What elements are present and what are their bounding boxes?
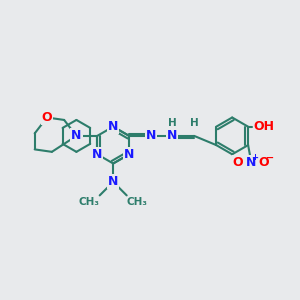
Text: −: − — [266, 152, 274, 162]
Text: H: H — [168, 118, 176, 128]
Text: O: O — [232, 156, 243, 169]
Text: +: + — [251, 153, 259, 162]
Text: N: N — [71, 129, 82, 142]
Text: N: N — [108, 176, 119, 188]
Text: H: H — [190, 118, 199, 128]
Text: N: N — [124, 148, 134, 161]
Text: N: N — [167, 129, 177, 142]
Text: N: N — [71, 129, 82, 142]
Text: OH: OH — [253, 120, 274, 133]
Text: O: O — [42, 111, 52, 124]
Text: CH₃: CH₃ — [79, 196, 100, 207]
Text: N: N — [245, 156, 256, 169]
Text: N: N — [92, 148, 102, 161]
Text: N: N — [108, 120, 119, 133]
Text: CH₃: CH₃ — [127, 196, 148, 207]
Text: N: N — [146, 129, 156, 142]
Text: O: O — [258, 156, 269, 169]
